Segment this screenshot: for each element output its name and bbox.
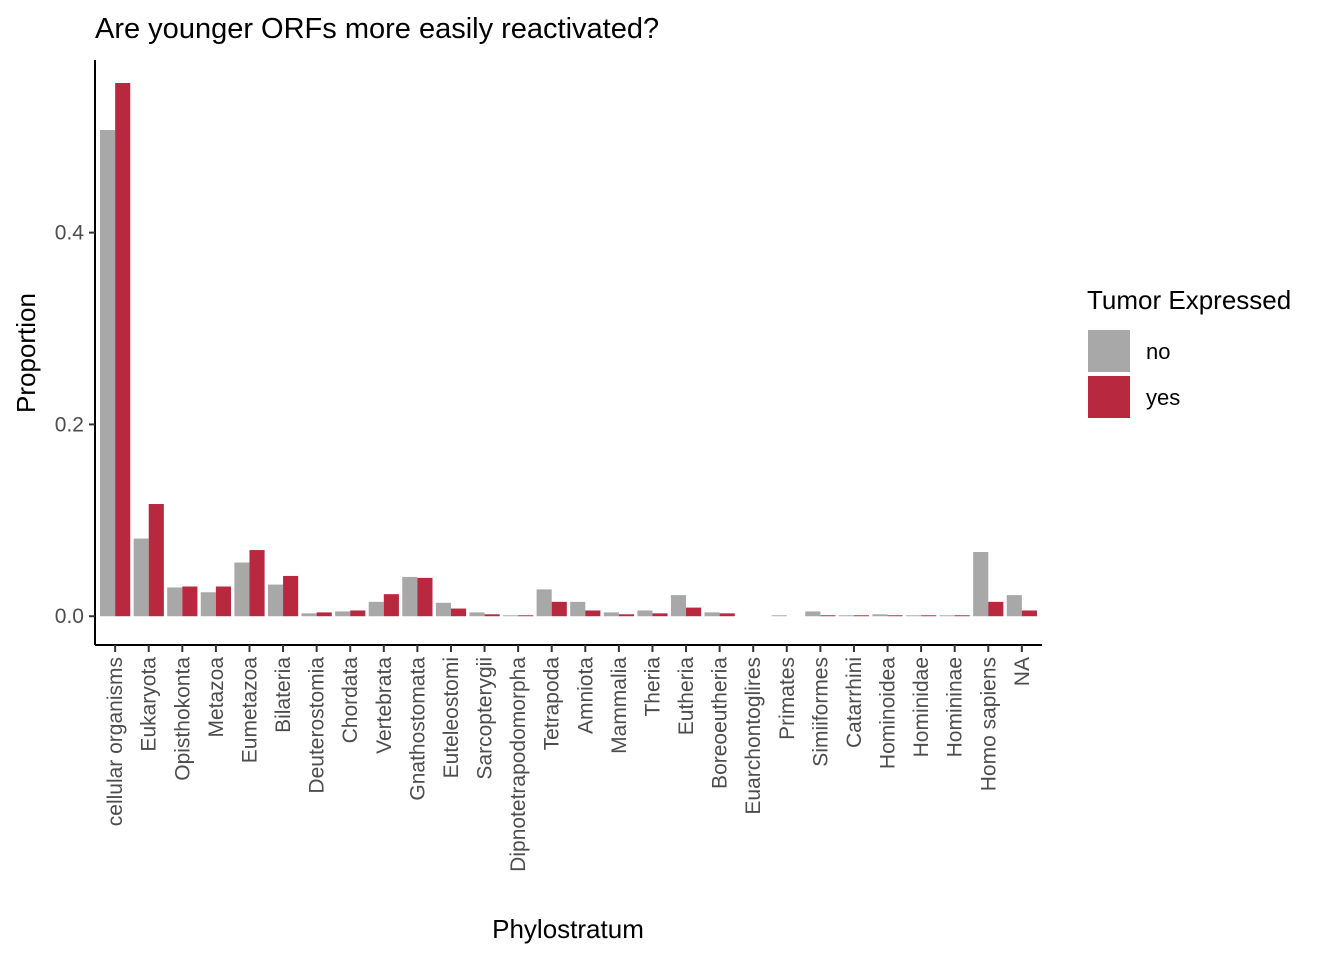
bar-yes-3 (215, 586, 231, 617)
bar-yes-11 (484, 614, 500, 617)
x-tick-label: Primates (776, 657, 799, 740)
bar-no-12 (503, 615, 519, 617)
bar-no-13 (536, 589, 552, 617)
x-tick-label: Boreoeutheria (709, 657, 732, 789)
chart-title: Are younger ORFs more easily reactivated… (95, 13, 659, 45)
bar-no-27 (1006, 595, 1022, 617)
x-tick-label: Euarchontoglires (742, 657, 765, 815)
bar-yes-23 (887, 615, 903, 617)
bar-yes-24 (921, 615, 937, 617)
bar-no-25 (939, 615, 955, 617)
bar-yes-8 (383, 594, 399, 617)
x-tick-label: Homininae (944, 657, 967, 757)
bar-yes-1 (148, 504, 164, 617)
bar-no-4 (234, 562, 250, 617)
bar-yes-9 (417, 577, 433, 617)
x-tick-label: Euteleostomi (440, 657, 463, 778)
bar-yes-15 (618, 614, 634, 617)
x-tick-label: Hominidae (910, 657, 933, 757)
x-axis-ticks: cellular organisms Eukaryota Opisthokonta M… (104, 645, 1034, 872)
bar-yes-26 (988, 601, 1004, 617)
bar-yes-13 (551, 601, 567, 617)
bars-group (100, 83, 1037, 617)
x-tick-label: Hominoidea (877, 657, 900, 769)
x-tick-label: Eukaryota (138, 657, 161, 752)
bar-no-26 (973, 551, 989, 617)
x-tick-label: Theria (641, 657, 664, 717)
x-tick-label: Amniota (574, 657, 597, 734)
x-tick-label: Tetrapoda (541, 657, 564, 751)
x-tick-label: Mammalia (608, 657, 631, 754)
y-tick-label: 0.0 (55, 605, 84, 628)
bar-yes-4 (249, 550, 265, 617)
x-tick-label: Eumetazoa (238, 657, 261, 764)
y-axis-title: Proportion (11, 293, 41, 413)
bar-yes-16 (652, 613, 668, 617)
bar-yes-0 (115, 83, 131, 617)
bar-no-21 (805, 611, 821, 617)
bar-no-5 (267, 584, 284, 617)
y-axis-ticks: 0.0 0.2 0.4 (55, 222, 95, 628)
x-tick-label: Sarcopterygii (474, 657, 497, 780)
bar-no-3 (200, 592, 216, 617)
legend-items: no yes (1088, 330, 1180, 418)
x-tick-label: Gnathostomata (406, 657, 429, 801)
bar-no-0 (100, 130, 116, 617)
bar-no-9 (402, 576, 418, 617)
x-tick-label: Eutheria (675, 657, 698, 736)
bar-yes-17 (686, 607, 702, 617)
y-tick-label: 0.4 (55, 222, 85, 245)
x-tick-label: cellular organisms (104, 657, 127, 826)
bar-no-8 (368, 601, 384, 617)
bar-no-24 (905, 615, 922, 617)
legend-label-yes: yes (1146, 385, 1180, 410)
bar-no-1 (133, 538, 149, 617)
x-tick-label: Catarrhini (843, 657, 866, 748)
bar-yes-25 (954, 615, 970, 617)
bar-yes-21 (820, 615, 836, 617)
bar-no-22 (838, 615, 854, 617)
bar-yes-18 (719, 613, 735, 617)
bar-yes-5 (283, 575, 299, 617)
bar-yes-6 (316, 612, 332, 617)
bar-no-18 (704, 612, 720, 617)
bar-no-23 (872, 614, 888, 617)
bar-yes-7 (350, 610, 366, 617)
x-tick-label: NA (1011, 657, 1034, 686)
legend-swatch-yes (1088, 376, 1130, 418)
legend: Tumor Expressed no yes (1087, 285, 1291, 418)
bar-no-10 (435, 602, 451, 617)
x-tick-label: Simiiformes (809, 657, 832, 767)
bar-yes-14 (585, 610, 601, 617)
x-tick-label: Deuterostomia (306, 657, 329, 794)
legend-title: Tumor Expressed (1087, 285, 1291, 315)
bar-yes-2 (182, 586, 198, 617)
bar-no-16 (637, 610, 653, 617)
legend-label-no: no (1146, 339, 1170, 364)
bar-no-17 (670, 595, 687, 617)
legend-swatch-no (1088, 330, 1130, 372)
bar-no-6 (301, 613, 317, 617)
bar-no-11 (469, 612, 485, 617)
bar-no-20 (771, 615, 787, 617)
y-tick-label: 0.2 (55, 413, 84, 436)
bar-no-2 (167, 587, 183, 617)
bar-no-7 (335, 611, 351, 617)
x-tick-label: Bilateria (272, 657, 295, 733)
bar-yes-27 (1021, 610, 1037, 617)
x-tick-label: Homo sapiens (977, 657, 1000, 791)
bar-yes-10 (450, 608, 467, 617)
x-axis-title: Phylostratum (492, 914, 644, 944)
x-tick-label: Vertebrata (373, 657, 396, 754)
bar-no-14 (570, 601, 586, 617)
bar-yes-12 (518, 615, 534, 617)
x-tick-label: Chordata (339, 657, 362, 744)
x-tick-label: Opisthokonta (171, 657, 194, 781)
x-tick-label: Dipnotetrapodomorpha (507, 657, 530, 872)
x-tick-label: Metazoa (205, 657, 228, 738)
bar-yes-22 (853, 615, 870, 617)
bar-no-15 (603, 612, 619, 617)
